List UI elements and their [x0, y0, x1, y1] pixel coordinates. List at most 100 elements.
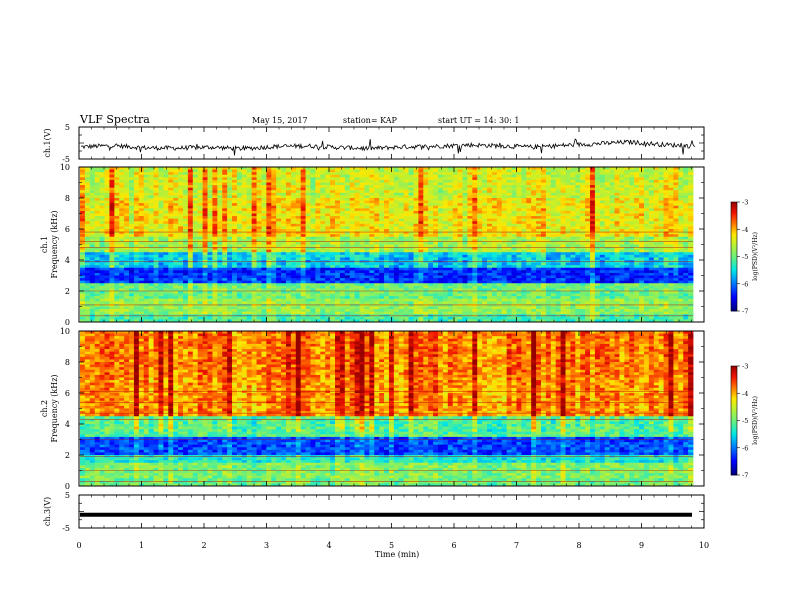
spectrogram-cell: [546, 234, 551, 237]
spectrogram-cell: [570, 263, 575, 266]
spectrogram-cell: [659, 180, 664, 183]
spectrogram-cell: [95, 221, 100, 224]
spectrogram-cell: [438, 177, 443, 180]
spectrogram-cell: [237, 172, 242, 175]
spectrogram-cell: [590, 229, 595, 232]
spectrogram-cell: [158, 214, 163, 217]
spectrogram-cell: [257, 237, 262, 240]
spectrogram-cell: [536, 183, 541, 186]
spectrogram-cell: [374, 170, 379, 173]
spectrogram-cell: [610, 206, 615, 209]
spectrogram-cell: [252, 177, 257, 180]
spectrogram-cell: [144, 195, 149, 198]
spectrogram-cell: [531, 211, 536, 214]
spectrogram-cell: [546, 190, 551, 193]
spectrogram-cell: [350, 229, 355, 232]
spectrogram-cell: [413, 180, 418, 183]
spectrogram-cell: [546, 203, 551, 206]
spectrogram-cell: [526, 237, 531, 240]
spectrogram-cell: [335, 229, 340, 232]
spectrogram-cell: [639, 203, 644, 206]
spectrogram-cell: [320, 221, 325, 224]
spectrogram-cell: [423, 201, 428, 204]
spectrogram-cell: [585, 190, 590, 193]
spectrogram-cell: [227, 183, 232, 186]
spectrogram-cell: [183, 242, 188, 245]
spectrogram-cell: [649, 226, 654, 229]
spectrogram-cell: [629, 203, 634, 206]
spectrogram-cell: [409, 185, 414, 188]
spectrogram-cell: [222, 195, 227, 198]
spectrogram-cell: [384, 206, 389, 209]
spectrogram-cell: [413, 177, 418, 180]
spectrogram-cell: [188, 183, 193, 186]
spectrogram-cell: [100, 206, 105, 209]
spectrogram-cell: [423, 170, 428, 173]
spectrogram-cell: [80, 208, 85, 211]
spectrogram-cell: [355, 170, 360, 173]
spectrogram-cell: [306, 175, 311, 178]
spectrogram-cell: [497, 237, 502, 240]
spectrogram-cell: [212, 185, 217, 188]
spectrogram-cell: [394, 214, 399, 217]
spectrogram-cell: [467, 229, 472, 232]
spectrogram-cell: [374, 206, 379, 209]
spectrogram-cell: [423, 206, 428, 209]
spectrogram-cell: [379, 265, 384, 268]
spectrogram-cell: [100, 175, 105, 178]
spectrogram-cell: [154, 180, 159, 183]
spectrogram-cell: [252, 190, 257, 193]
spectrogram-cell: [610, 224, 615, 227]
spectrogram-cell: [409, 188, 414, 191]
spectrogram-cell: [600, 195, 605, 198]
spectrogram-cell: [433, 172, 438, 175]
spectrogram-cell: [629, 185, 634, 188]
spectrogram-cell: [134, 175, 139, 178]
spectrogram-cell: [95, 180, 100, 183]
spectrogram-cell: [355, 226, 360, 229]
spectrogram-cell: [158, 216, 163, 219]
spectrogram-cell: [85, 245, 90, 248]
spectrogram-cell: [168, 203, 173, 206]
spectrogram-cell: [310, 219, 315, 222]
spectrogram-cell: [624, 252, 629, 255]
spectrogram-cell: [541, 208, 546, 211]
spectrogram-cell: [163, 201, 168, 204]
spectrogram-cell: [536, 170, 541, 173]
spectrogram-cell: [325, 255, 330, 258]
spectrogram-cell: [463, 172, 468, 175]
spectrogram-cell: [595, 265, 600, 268]
spectrogram-cell: [212, 252, 217, 255]
spectrogram-cell: [561, 214, 566, 217]
spectrogram-cell: [144, 265, 149, 268]
spectrogram-cell: [590, 250, 595, 253]
spectrogram-cell: [129, 216, 134, 219]
spectrogram-cell: [276, 265, 281, 268]
spectrogram-cell: [418, 177, 423, 180]
spectrogram-cell: [163, 203, 168, 206]
spectrogram-cell: [90, 203, 95, 206]
spectrogram-cell: [227, 195, 232, 198]
spectrogram-cell: [173, 245, 178, 248]
spectrogram-cell: [512, 245, 517, 248]
spectrogram-cell: [281, 214, 286, 217]
spectrogram-cell: [271, 229, 276, 232]
spectrogram-cell: [266, 237, 271, 240]
spectrogram-cell: [443, 250, 448, 253]
spectrogram-cell: [458, 237, 463, 240]
spectrogram-cell: [242, 237, 247, 240]
spectrogram-cell: [458, 190, 463, 193]
spectrogram-cell: [384, 214, 389, 217]
spectrogram-cell: [124, 226, 129, 229]
spectrogram-cell: [516, 175, 521, 178]
spectrogram-cell: [350, 245, 355, 248]
spectrogram-cell: [497, 201, 502, 204]
spectrogram-cell: [541, 237, 546, 240]
spectrogram-cell: [227, 172, 232, 175]
spectrogram-cell: [291, 242, 296, 245]
spectrogram-cell: [453, 193, 458, 196]
spectrogram-cell: [566, 206, 571, 209]
spectrogram-cell: [281, 201, 286, 204]
spectrogram-cell: [183, 175, 188, 178]
spectrogram-cell: [590, 203, 595, 206]
